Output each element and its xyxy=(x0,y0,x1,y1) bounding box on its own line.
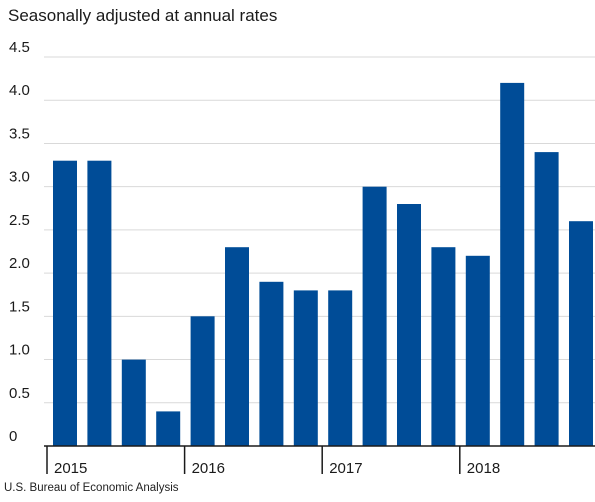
bar xyxy=(293,290,318,446)
y-tick-label: 2.5 xyxy=(9,212,30,229)
bar xyxy=(431,247,456,446)
source-note: U.S. Bureau of Economic Analysis xyxy=(4,482,179,494)
y-tick-label: 0.5 xyxy=(9,385,30,402)
bar xyxy=(362,186,387,446)
y-tick-label: 1.0 xyxy=(9,342,30,359)
y-tick-label: 3.5 xyxy=(9,125,30,142)
y-tick-label: 3.0 xyxy=(9,169,30,186)
x-tick-label: 2017 xyxy=(329,460,362,477)
bar xyxy=(328,290,353,446)
y-axis-ticks: 0 0.5 1.0 1.5 2.0 2.5 3.0 3.5 4.0 4.5 xyxy=(9,39,30,445)
x-tick-label: 2016 xyxy=(192,460,225,477)
y-tick-label: 2.0 xyxy=(9,255,30,272)
bar xyxy=(397,204,421,446)
bar xyxy=(465,255,490,446)
bar xyxy=(225,247,249,446)
bar xyxy=(121,359,146,446)
bar xyxy=(500,82,525,447)
x-tick-label: 2015 xyxy=(54,460,87,477)
x-axis: 2015 2016 2017 2018 xyxy=(44,445,595,477)
y-tick-label: 4.0 xyxy=(9,82,30,99)
bar xyxy=(534,152,559,446)
bar xyxy=(53,160,77,446)
bar xyxy=(190,316,215,446)
y-tick-label: 1.5 xyxy=(9,298,30,315)
bar xyxy=(156,411,181,446)
y-tick-label: 0 xyxy=(9,428,17,445)
x-tick-label: 2018 xyxy=(467,460,500,477)
chart-title: Seasonally adjusted at annual rates xyxy=(8,6,278,25)
bar xyxy=(87,160,112,446)
bars xyxy=(53,82,593,447)
bar xyxy=(259,281,284,446)
y-tick-label: 4.5 xyxy=(9,39,30,56)
bar xyxy=(569,221,593,446)
